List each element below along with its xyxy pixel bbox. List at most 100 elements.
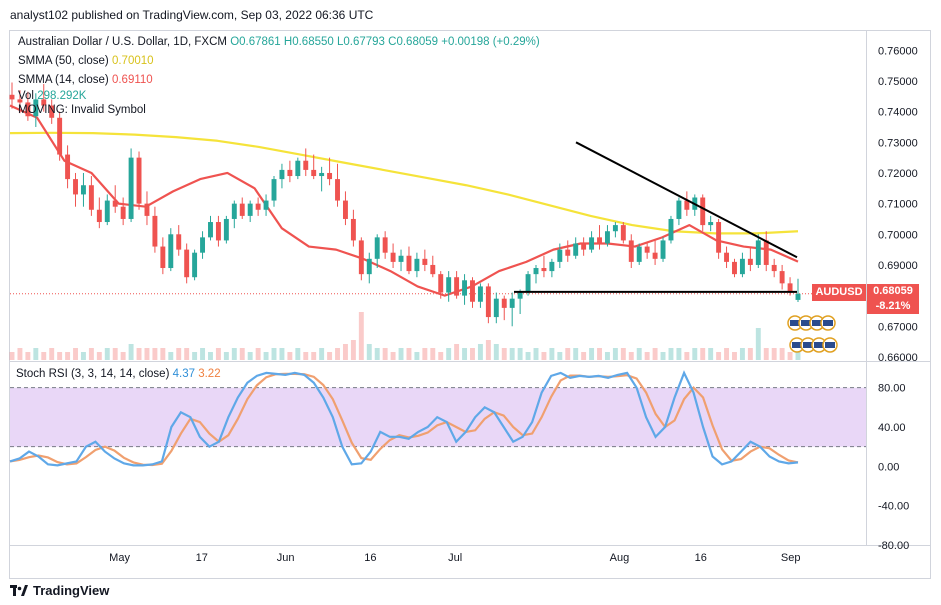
volume-bar	[422, 348, 428, 360]
volume-bar	[247, 352, 253, 360]
candle-body	[493, 298, 499, 318]
candle-body	[557, 249, 563, 262]
candle-body	[446, 277, 452, 293]
volume-bar	[477, 344, 483, 360]
volume-bar	[565, 348, 571, 360]
volume-bar	[692, 348, 698, 360]
legend-smma14-row: SMMA (14, close) 0.69110	[18, 74, 153, 86]
volume-bar	[700, 348, 706, 360]
price-tick-label: 0.67000	[878, 321, 918, 333]
candle-body	[676, 200, 682, 219]
legend-change: +0.00198 (+0.29%)	[441, 36, 540, 48]
volume-bar	[33, 348, 39, 360]
candle-body	[184, 249, 190, 278]
candle-body	[144, 203, 150, 216]
candle-body	[787, 283, 793, 293]
candle-body	[176, 234, 182, 250]
volume-bar	[57, 352, 63, 360]
candle-body	[168, 234, 174, 269]
chart-frame	[9, 30, 931, 579]
candle-body	[684, 200, 690, 210]
candle-body	[239, 203, 245, 216]
event-flag-icon	[825, 342, 835, 348]
volume-bar	[493, 344, 499, 360]
volume-bar	[755, 328, 761, 360]
resistance-trendline	[575, 141, 798, 259]
volume-bar	[517, 348, 523, 360]
candle-body	[470, 280, 475, 302]
volume-bar	[557, 352, 563, 360]
volume-bar	[9, 352, 15, 360]
volume-bar	[763, 348, 769, 360]
footer: TradingView	[10, 580, 109, 600]
volume-bar	[192, 352, 198, 360]
smma50-line	[9, 131, 799, 235]
candle-body	[160, 246, 166, 269]
legend-vol-value: 298.292K	[37, 90, 87, 102]
volume-bar	[96, 352, 102, 360]
stoch-k-value: 4.37	[172, 368, 196, 380]
candle-body	[390, 252, 396, 262]
candle-body	[255, 203, 261, 210]
volume-bar	[319, 348, 325, 360]
time-tick-label: 17	[196, 552, 208, 564]
candle-body	[57, 117, 63, 155]
candle-body	[771, 264, 777, 272]
volume-bar	[454, 344, 460, 360]
candle-body	[422, 258, 428, 265]
candle-body	[128, 157, 134, 219]
candle-body	[303, 160, 309, 170]
stoch-legend: Stoch RSI (3, 3, 14, 14, close) 4.37 3.2…	[16, 368, 221, 380]
volume-bar	[628, 352, 634, 360]
candle-body	[795, 293, 801, 300]
candle-body	[509, 298, 515, 308]
event-flag-icon	[803, 342, 813, 348]
candle-body	[215, 222, 221, 241]
volume-bar	[271, 348, 277, 360]
volume-bar	[787, 352, 793, 360]
volume-bar	[771, 348, 777, 360]
candle-body	[104, 200, 110, 223]
candle-body	[33, 99, 39, 117]
volume-bar	[144, 348, 150, 360]
candle-body	[295, 160, 301, 177]
time-tick-label: 16	[695, 552, 707, 564]
volume-bar	[739, 348, 745, 360]
candle-body	[271, 179, 277, 201]
event-flag-icon	[792, 342, 802, 348]
candle-body	[120, 206, 126, 219]
legend-open: O0.67861	[230, 36, 281, 48]
volume-bar	[80, 352, 86, 360]
candle-body	[708, 222, 714, 226]
volume-bar	[295, 348, 301, 360]
price-tick-label: 0.76000	[878, 45, 918, 57]
volume-bar	[215, 348, 221, 360]
candle-body	[342, 200, 348, 219]
event-flag-icon	[790, 320, 800, 326]
volume-bar	[430, 348, 436, 360]
volume-bar	[358, 312, 364, 360]
price-change-pct: -8.21%	[875, 300, 911, 312]
volume-bar	[160, 348, 166, 360]
candle-body	[485, 286, 491, 318]
volume-bar	[446, 348, 452, 360]
time-tick-label: Sep	[781, 552, 801, 564]
price-tick-label: 0.73000	[878, 137, 918, 149]
volume-bar	[732, 352, 737, 360]
candle-body	[65, 154, 71, 180]
candle-body	[17, 99, 23, 103]
volume-bar	[382, 348, 388, 360]
candle-body	[581, 243, 587, 250]
event-flag-icon	[814, 342, 824, 348]
candle-body	[597, 237, 602, 244]
volume-bar	[231, 348, 237, 360]
volume-bar	[779, 348, 785, 360]
legend-smma50-label: SMMA (50, close)	[18, 55, 109, 67]
volume-bar	[485, 340, 491, 360]
legend-high: H0.68550	[283, 36, 334, 48]
volume-bar	[541, 352, 547, 360]
candle-body	[747, 258, 753, 265]
volume-bar	[73, 348, 78, 360]
candle-body	[73, 179, 78, 195]
